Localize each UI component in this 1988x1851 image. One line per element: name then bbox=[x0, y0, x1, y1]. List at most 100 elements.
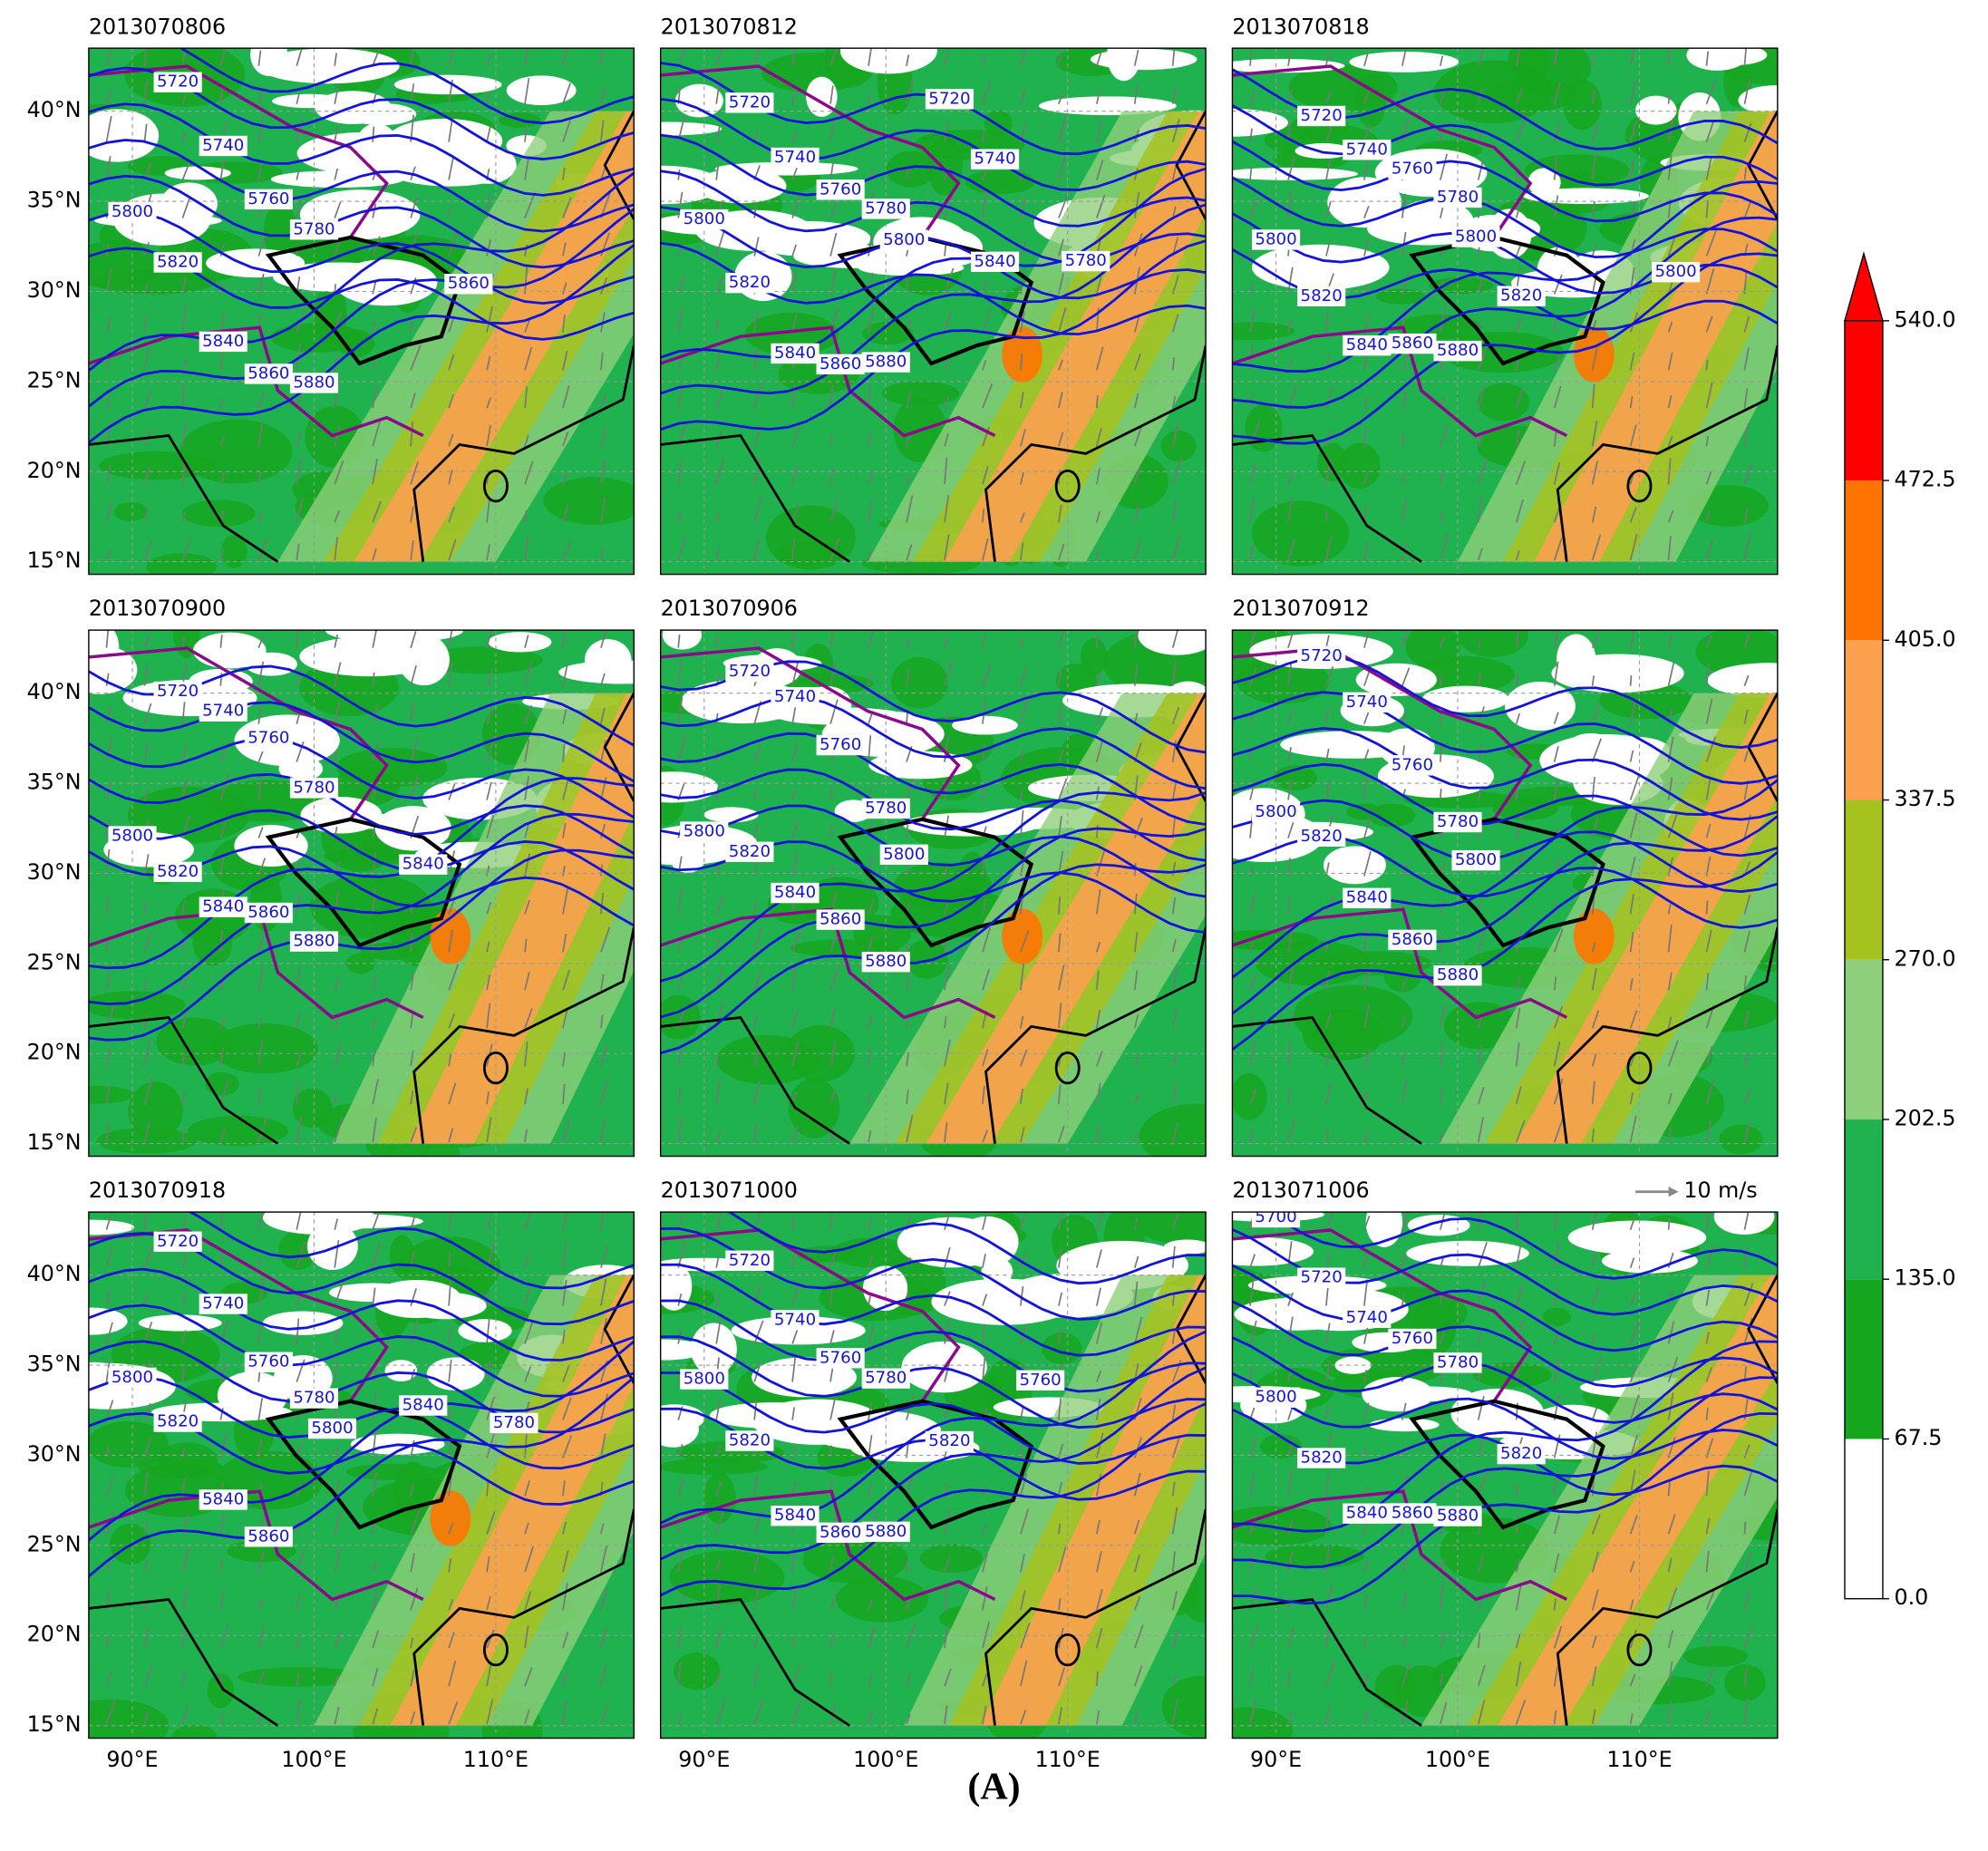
contour-label-bg bbox=[771, 882, 819, 904]
wind-arrow bbox=[1477, 89, 1483, 104]
wind-arrow bbox=[1629, 630, 1635, 648]
wind-arrow bbox=[105, 1322, 113, 1344]
wind-arrow bbox=[791, 244, 797, 257]
wind-arrow bbox=[1325, 1212, 1333, 1230]
field-band bbox=[895, 693, 1207, 1144]
wind-arrow bbox=[600, 1044, 608, 1067]
wind-arrow bbox=[715, 124, 721, 142]
wind-arrow bbox=[296, 1673, 300, 1687]
wind-arrow bbox=[868, 548, 873, 561]
wind-arrow bbox=[829, 662, 837, 686]
wind-arrow bbox=[1705, 900, 1709, 915]
contour-line bbox=[1232, 799, 1778, 893]
wind-arrow bbox=[1249, 1041, 1256, 1067]
coastline bbox=[88, 434, 279, 563]
wind-arrow bbox=[868, 898, 875, 915]
wind-arrow bbox=[296, 741, 305, 762]
wind-arrow bbox=[1743, 1245, 1748, 1268]
contour-label: 5740 bbox=[774, 687, 816, 706]
field-gap bbox=[398, 634, 450, 686]
wind-arrow bbox=[829, 865, 835, 877]
wind-arrow bbox=[944, 1668, 952, 1687]
wind-arrow bbox=[1515, 388, 1524, 409]
wind-arrow bbox=[372, 320, 376, 333]
wind-arrow bbox=[410, 421, 414, 447]
contour-label-bg bbox=[1433, 1506, 1482, 1526]
wind-arrow bbox=[791, 313, 798, 333]
wind-arrow bbox=[410, 1587, 419, 1611]
wind-arrow bbox=[1591, 1010, 1600, 1029]
wind-arrow bbox=[562, 540, 571, 561]
contour-label-bg bbox=[1297, 105, 1346, 127]
wind-arrow bbox=[944, 1624, 949, 1649]
wind-arrow bbox=[1591, 1589, 1599, 1611]
wind-arrow bbox=[562, 822, 567, 838]
wind-arrow bbox=[448, 469, 453, 485]
field-gap bbox=[426, 1357, 485, 1391]
contour-line bbox=[1232, 1300, 1778, 1389]
contour-label: 5740 bbox=[1346, 693, 1388, 712]
wind-arrow bbox=[372, 1668, 379, 1687]
wind-arrow bbox=[181, 540, 191, 561]
colorbar-segment bbox=[1844, 1279, 1883, 1439]
wind-arrow bbox=[829, 499, 839, 523]
wind-arrow bbox=[1057, 1329, 1062, 1344]
wind-arrow bbox=[600, 926, 611, 953]
x-tick-label: 90°E bbox=[106, 1747, 158, 1772]
wind-arrow bbox=[1743, 1010, 1750, 1029]
wind-arrow bbox=[105, 940, 109, 953]
wind-arrow bbox=[105, 1122, 110, 1143]
wind-arrow bbox=[410, 737, 419, 762]
field-band bbox=[913, 111, 1207, 562]
wind-arrow bbox=[1249, 1554, 1255, 1573]
wind-arrow bbox=[562, 969, 571, 991]
contour-line bbox=[660, 804, 1207, 898]
wind-arrow bbox=[1477, 548, 1483, 561]
field-gap bbox=[723, 181, 767, 198]
wind-arrow bbox=[143, 1293, 149, 1306]
wind-arrow bbox=[1287, 1365, 1294, 1382]
wind-arrow bbox=[486, 238, 492, 257]
wind-arrow bbox=[791, 1009, 800, 1029]
wind-arrow bbox=[829, 161, 835, 180]
wind-arrow bbox=[753, 538, 761, 561]
contour-line bbox=[88, 210, 635, 305]
wind-arrow bbox=[562, 865, 566, 877]
wind-arrow bbox=[1439, 1582, 1444, 1611]
wind-arrow bbox=[1171, 779, 1178, 800]
wind-arrow bbox=[868, 1294, 872, 1306]
wind-arrow bbox=[1020, 1508, 1030, 1535]
field-gap bbox=[262, 1311, 344, 1335]
wind-arrow bbox=[486, 974, 491, 991]
wind-arrow bbox=[1171, 815, 1177, 838]
wind-arrow bbox=[1133, 49, 1139, 66]
field-gap bbox=[1738, 85, 1778, 116]
wind-arrow bbox=[1401, 1371, 1406, 1382]
wind-arrow bbox=[1363, 1558, 1370, 1573]
wind-arrow bbox=[486, 1629, 495, 1649]
wind-arrow bbox=[219, 1590, 224, 1611]
field-patch bbox=[238, 1667, 363, 1687]
wind-arrow bbox=[143, 789, 150, 800]
contour-line bbox=[1232, 779, 1778, 979]
sichuan-border bbox=[1409, 1399, 1605, 1530]
wind-arrow bbox=[372, 1079, 379, 1105]
wind-arrow bbox=[944, 903, 948, 915]
wind-arrow bbox=[1743, 1283, 1754, 1306]
wind-arrow bbox=[600, 87, 606, 104]
wind-arrow bbox=[1171, 896, 1177, 915]
wind-arrow bbox=[181, 778, 188, 800]
wind-arrow bbox=[219, 1212, 224, 1230]
wind-arrow bbox=[1401, 391, 1407, 409]
field-gap bbox=[660, 121, 722, 136]
wind-arrow bbox=[1477, 1331, 1482, 1344]
wind-arrow bbox=[448, 507, 455, 523]
wind-arrow bbox=[1287, 747, 1292, 762]
contour-label: 5840 bbox=[974, 252, 1015, 271]
wind-arrow bbox=[257, 965, 264, 991]
contour-label-bg bbox=[289, 219, 339, 240]
wind-arrow bbox=[868, 735, 872, 762]
wind-arrow bbox=[562, 167, 566, 180]
wind-arrow bbox=[296, 1594, 301, 1611]
field-patch bbox=[862, 322, 914, 345]
